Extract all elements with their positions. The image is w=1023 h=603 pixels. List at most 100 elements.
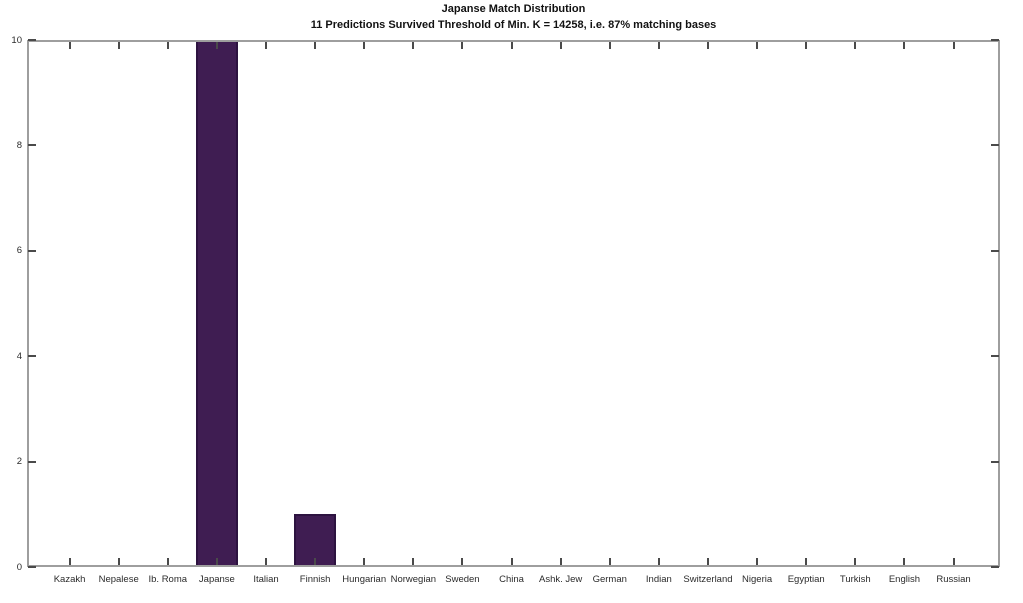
x-tick-label-hungarian: Hungarian bbox=[342, 574, 387, 585]
y-tick-label-10: 10 bbox=[11, 34, 22, 46]
x-tick-top-sweden bbox=[461, 41, 464, 49]
x-tick-bottom-ib-roma bbox=[166, 558, 169, 566]
x-tick-top-ib-roma bbox=[166, 41, 169, 49]
y-tick-label-4: 4 bbox=[16, 350, 22, 362]
y-tick-right-2 bbox=[991, 460, 999, 463]
x-tick-label-ashk-jew: Ashk. Jew bbox=[539, 574, 583, 585]
x-tick-label-turkish: Turkish bbox=[839, 574, 871, 585]
x-tick-top-russian bbox=[952, 41, 955, 49]
y-tick-left-0 bbox=[28, 566, 36, 568]
bar-slot-sweden bbox=[438, 40, 487, 567]
x-tick-bottom-switzerland bbox=[706, 558, 709, 566]
chart-subtitle: 11 Predictions Survived Threshold of Min… bbox=[310, 19, 717, 31]
x-tick-top-english bbox=[903, 41, 906, 49]
x-tick-bottom-sweden bbox=[461, 558, 464, 566]
x-tick-label-finnish: Finnish bbox=[299, 574, 331, 585]
bar-slot-german bbox=[585, 40, 634, 567]
x-tick-label-japanse: Japanse bbox=[198, 574, 235, 585]
y-tick-left-8 bbox=[28, 144, 36, 147]
x-tick-bottom-nepalese bbox=[117, 558, 120, 566]
x-tick-top-egyptian bbox=[805, 41, 808, 49]
bar-slot-english bbox=[880, 40, 929, 567]
x-tick-label-sweden: Sweden bbox=[445, 574, 480, 585]
bar-slot-hungarian bbox=[340, 40, 389, 567]
x-tick-bottom-egyptian bbox=[805, 558, 808, 566]
x-tick-label-russian: Russian bbox=[936, 574, 971, 585]
bar-japanse bbox=[195, 40, 238, 567]
x-tick-top-indian bbox=[657, 41, 660, 49]
y-axis-labels: 0 2 4 6 8 10 bbox=[0, 35, 22, 573]
x-tick-top-nigeria bbox=[756, 41, 759, 49]
bars-strip bbox=[45, 40, 978, 567]
y-tick-right-0 bbox=[991, 566, 999, 568]
y-tick-left-6 bbox=[28, 249, 36, 252]
x-tick-label-kazakh: Kazakh bbox=[53, 574, 86, 585]
x-tick-top-kazakh bbox=[68, 41, 71, 49]
bar-slot-egyptian bbox=[782, 40, 831, 567]
x-tick-label-nepalese: Nepalese bbox=[98, 574, 139, 585]
x-tick-label-italian: Italian bbox=[253, 574, 279, 585]
bar-slot-indian bbox=[634, 40, 683, 567]
x-tick-top-finnish bbox=[314, 41, 317, 49]
x-axis-labels: Kazakh Nepalese Ib. Roma Japanse Italian Finn… bbox=[45, 574, 978, 585]
bar-slot-nepalese bbox=[94, 40, 143, 567]
x-tick-bottom-english bbox=[903, 558, 906, 566]
bar-slot-norwegian bbox=[389, 40, 438, 567]
y-tick-right-10 bbox=[991, 39, 999, 41]
x-tick-bottom-turkish bbox=[854, 558, 857, 566]
x-tick-bottom-russian bbox=[952, 558, 955, 566]
x-tick-top-italian bbox=[264, 41, 267, 49]
x-tick-label-german: German bbox=[592, 574, 627, 585]
x-tick-label-nigeria: Nigeria bbox=[742, 574, 773, 585]
bar-slot-italian bbox=[241, 40, 290, 567]
y-tick-left-10 bbox=[28, 39, 36, 41]
bar-slot-turkish bbox=[831, 40, 880, 567]
y-tick-right-4 bbox=[991, 355, 999, 358]
x-tick-bottom-kazakh bbox=[68, 558, 71, 566]
x-tick-top-nepalese bbox=[117, 41, 120, 49]
x-tick-top-turkish bbox=[854, 41, 857, 49]
bar-slot-japanse bbox=[192, 40, 241, 567]
x-tick-bottom-japanse bbox=[215, 558, 218, 566]
x-tick-top-german bbox=[608, 41, 611, 49]
x-tick-label-english: English bbox=[888, 574, 920, 585]
bar-slot-ib-roma bbox=[143, 40, 192, 567]
x-tick-label-ib-roma: Ib. Roma bbox=[148, 574, 188, 585]
x-tick-bottom-indian bbox=[657, 558, 660, 566]
x-tick-top-hungarian bbox=[363, 41, 366, 49]
x-tick-bottom-norwegian bbox=[412, 558, 415, 566]
y-tick-label-0: 0 bbox=[16, 561, 22, 573]
x-tick-bottom-german bbox=[608, 558, 611, 566]
bar-slot-russian bbox=[929, 40, 978, 567]
x-tick-top-switzerland bbox=[706, 41, 709, 49]
chart-title: Japanse Match Distribution bbox=[441, 3, 586, 15]
bar-slot-china bbox=[487, 40, 536, 567]
x-tick-bottom-italian bbox=[264, 558, 267, 566]
plot-area bbox=[27, 39, 1000, 568]
bar-slot-ashk-jew bbox=[536, 40, 585, 567]
bar-slot-finnish bbox=[291, 40, 340, 567]
y-tick-left-4 bbox=[28, 355, 36, 358]
x-tick-bottom-hungarian bbox=[363, 558, 366, 566]
x-tick-label-egyptian: Egyptian bbox=[787, 574, 825, 585]
x-tick-label-china: China bbox=[499, 574, 524, 585]
x-tick-top-china bbox=[510, 41, 513, 49]
y-tick-label-8: 8 bbox=[16, 139, 22, 151]
y-tick-left-2 bbox=[28, 460, 36, 463]
y-tick-right-8 bbox=[991, 144, 999, 147]
x-tick-bottom-ashk-jew bbox=[559, 558, 562, 566]
x-tick-top-japanse bbox=[215, 41, 218, 49]
x-tick-bottom-china bbox=[510, 558, 513, 566]
bar-slot-nigeria bbox=[733, 40, 782, 567]
x-tick-top-ashk-jew bbox=[559, 41, 562, 49]
y-tick-label-2: 2 bbox=[16, 456, 22, 468]
x-tick-label-switzerland: Switzerland bbox=[683, 574, 733, 585]
x-tick-bottom-nigeria bbox=[756, 558, 759, 566]
x-tick-label-indian: Indian bbox=[645, 574, 672, 585]
bar-slot-switzerland bbox=[683, 40, 732, 567]
x-tick-label-norwegian: Norwegian bbox=[390, 574, 437, 585]
y-tick-right-6 bbox=[991, 249, 999, 252]
bar-slot-kazakh bbox=[45, 40, 94, 567]
x-tick-top-norwegian bbox=[412, 41, 415, 49]
